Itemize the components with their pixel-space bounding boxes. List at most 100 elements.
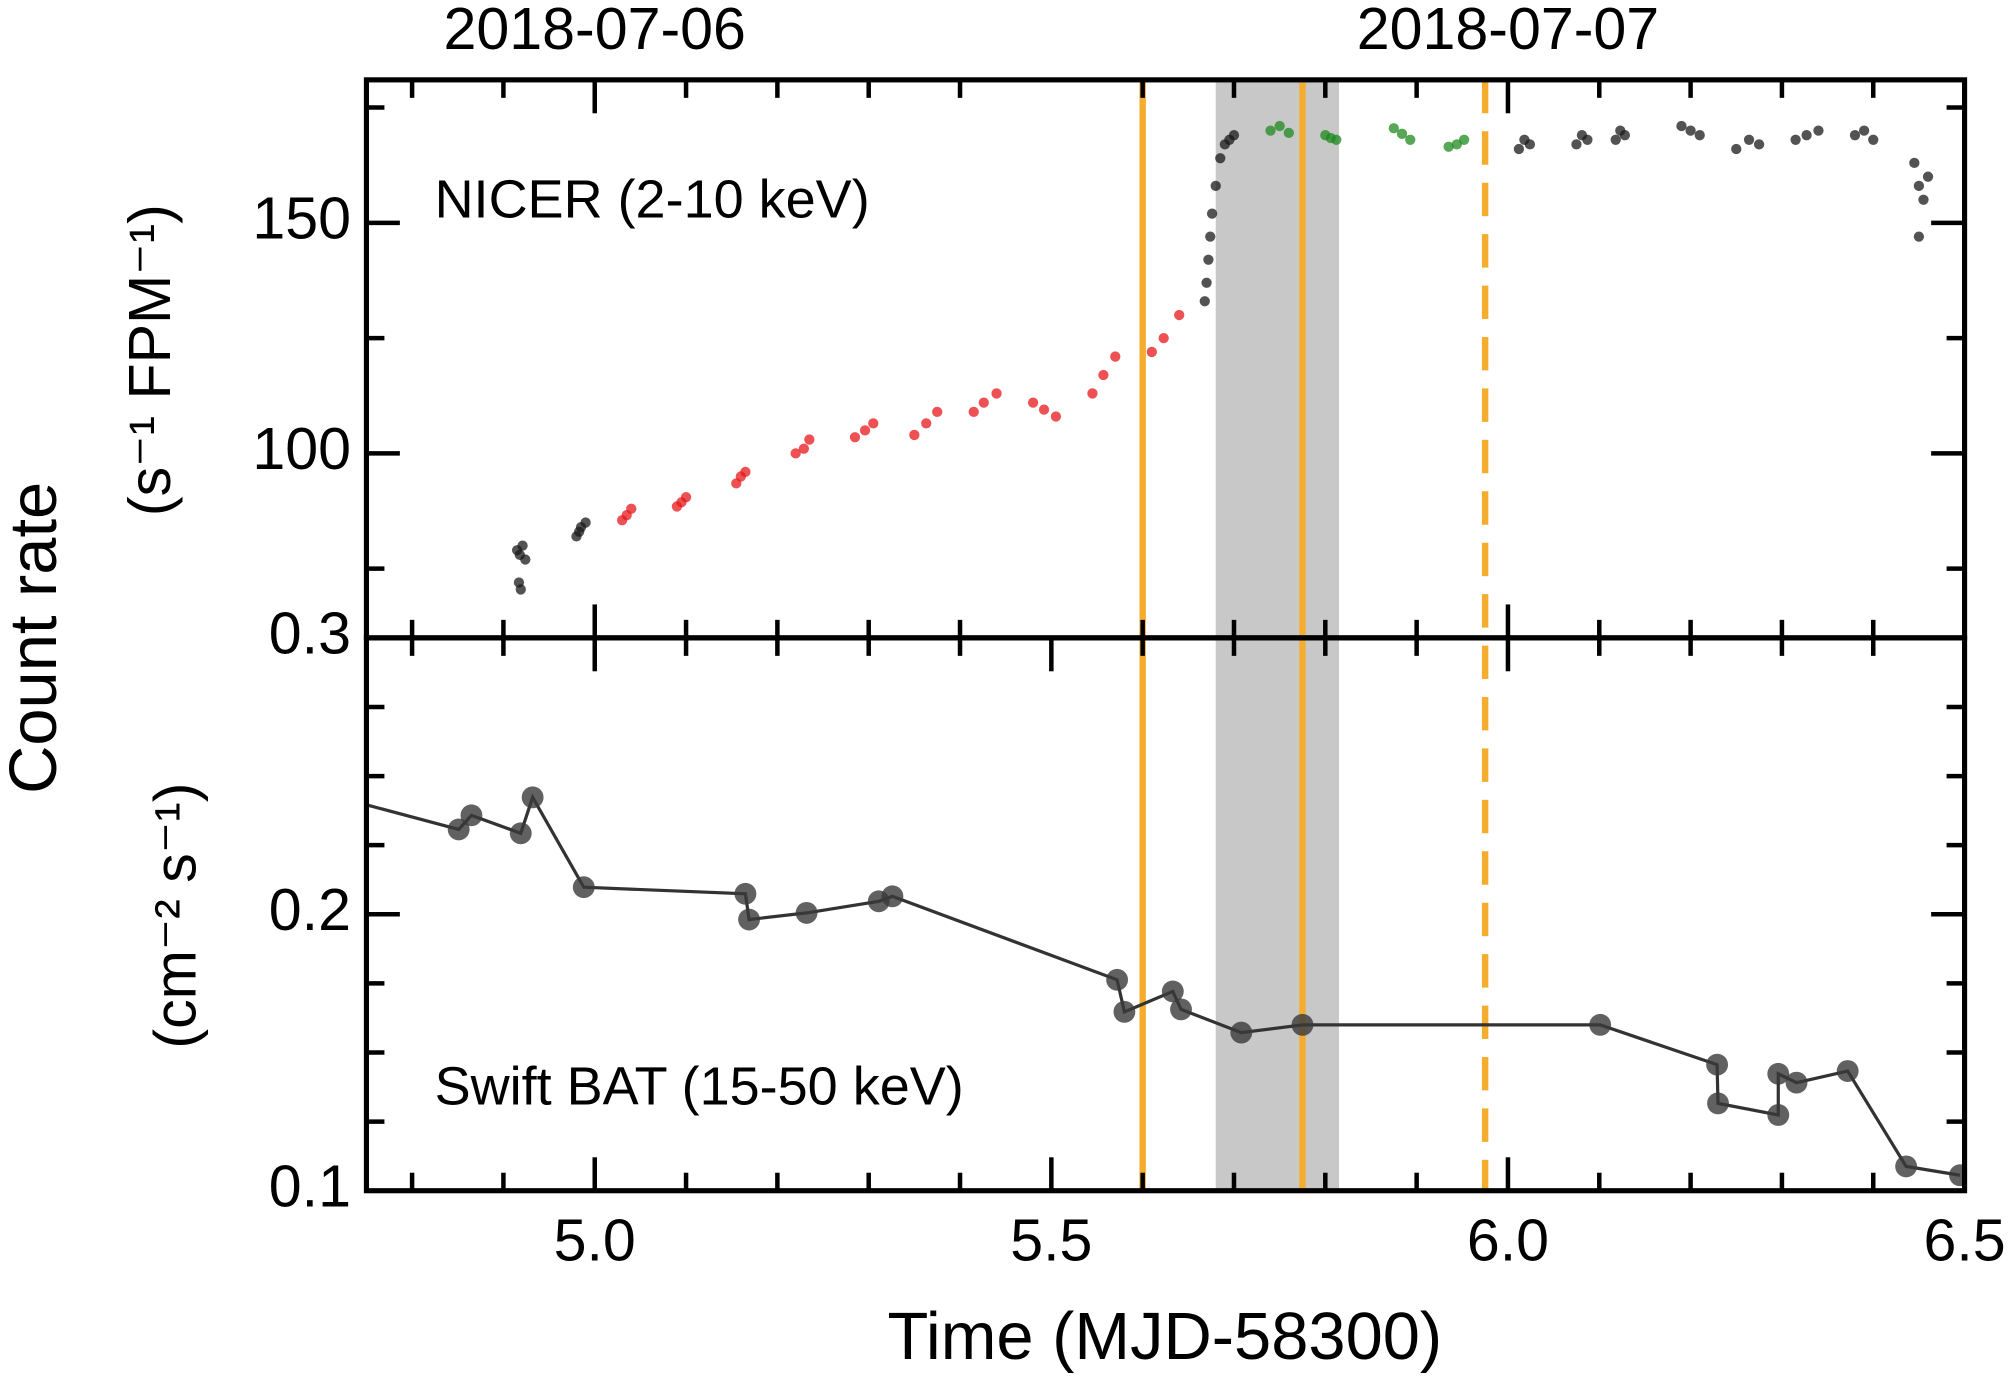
- data-point: [580, 517, 591, 528]
- data-point: [1274, 120, 1285, 132]
- data-point: [1706, 1053, 1729, 1076]
- data-point: [798, 443, 810, 454]
- data-point: [1331, 134, 1342, 145]
- data-point: [1458, 134, 1470, 145]
- data-point: [991, 388, 1002, 399]
- x-tick-label: 5.0: [554, 1206, 636, 1273]
- data-point: [1524, 139, 1536, 150]
- plot-frame: [363, 77, 1968, 641]
- annotation: Swift BAT (15-50 keV): [435, 1057, 964, 1117]
- data-point: [1201, 277, 1212, 288]
- y-tick-label: 0.3: [269, 599, 351, 666]
- data-point: [1582, 134, 1593, 145]
- data-point: [520, 554, 531, 565]
- data-point: [1170, 998, 1192, 1021]
- data-point: [1291, 1013, 1314, 1036]
- data-point: [1215, 153, 1226, 164]
- data-point: [515, 584, 526, 595]
- top-x-tick-label: 2018-07-06: [444, 0, 746, 62]
- data-point: [1685, 125, 1696, 136]
- data-point: [1785, 1071, 1808, 1094]
- annotation: NICER (2-10 keV): [435, 170, 870, 230]
- data-point: [1283, 127, 1294, 139]
- data-point: [1443, 141, 1454, 152]
- y-axis-unit: (cm⁻² s⁻¹): [142, 783, 209, 1049]
- data-point: [1087, 388, 1098, 399]
- data-point: [680, 492, 692, 503]
- y-tick-label: 100: [252, 415, 351, 482]
- plot-area: [366, 786, 1965, 1187]
- data-point: [1676, 120, 1687, 132]
- data-point: [1949, 1164, 1965, 1187]
- data-point: [978, 397, 989, 408]
- plot-area: [511, 120, 1934, 595]
- y-tick-label: 150: [252, 184, 351, 251]
- shaded-span: [1215, 79, 1340, 1191]
- data-point: [1106, 968, 1129, 991]
- data-point: [572, 876, 595, 899]
- data-point: [1619, 130, 1630, 141]
- data-point: [1790, 134, 1801, 145]
- data-point: [790, 448, 801, 459]
- data-point: [1918, 194, 1929, 205]
- data-point: [460, 804, 483, 827]
- data-point: [1098, 369, 1109, 381]
- data-point: [932, 406, 943, 418]
- data-point: [1694, 130, 1705, 141]
- data-point: [1113, 1000, 1136, 1023]
- data-point: [909, 429, 920, 441]
- plot-frame: [363, 635, 1968, 1194]
- data-point: [521, 786, 544, 809]
- data-point: [1396, 128, 1408, 139]
- data-point: [1230, 1021, 1253, 1044]
- data-point: [1849, 130, 1861, 141]
- y-tick-label: 0.1: [269, 1152, 351, 1219]
- data-point: [1767, 1104, 1790, 1126]
- data-point: [1174, 309, 1185, 321]
- data-point: [626, 503, 637, 514]
- y-tick-label: 0.2: [269, 876, 351, 943]
- data-point: [1203, 254, 1214, 265]
- data-point: [509, 822, 532, 845]
- data-point: [1868, 134, 1879, 145]
- x-tick-label: 5.5: [1010, 1206, 1092, 1273]
- data-point: [1228, 130, 1240, 141]
- data-point: [517, 540, 528, 551]
- x-axis-label: Time (MJD-58300): [888, 1299, 1443, 1374]
- data-point: [1027, 397, 1039, 408]
- data-point: [1858, 125, 1870, 136]
- y-axis-label: Count rate: [0, 482, 71, 794]
- data-point: [1513, 143, 1525, 155]
- data-point: [1743, 134, 1755, 145]
- data-point: [1050, 411, 1062, 422]
- data-point: [849, 432, 861, 443]
- data-point: [968, 406, 979, 418]
- data-point: [1158, 332, 1169, 344]
- data-point: [921, 418, 932, 429]
- data-point: [1895, 1155, 1918, 1178]
- data-point: [1707, 1092, 1729, 1115]
- data-point: [1731, 143, 1742, 155]
- data-point: [1405, 134, 1416, 145]
- data-point: [859, 425, 871, 436]
- x-tick-label: 6.0: [1467, 1206, 1549, 1273]
- data-point: [868, 418, 879, 429]
- data-point: [574, 526, 585, 537]
- data-point: [738, 908, 760, 931]
- data-point: [1146, 346, 1157, 358]
- top-x-tick-label: 2018-07-07: [1357, 0, 1659, 62]
- data-point: [1753, 139, 1765, 150]
- data-point: [1913, 231, 1925, 242]
- data-point: [795, 901, 818, 924]
- data-point: [734, 882, 757, 905]
- data-point: [1210, 180, 1221, 192]
- data-point: [804, 434, 815, 445]
- data-point: [1813, 125, 1824, 136]
- data-point: [1451, 139, 1462, 150]
- data-point: [1589, 1013, 1612, 1036]
- data-point: [1265, 125, 1276, 136]
- data-point: [1913, 180, 1925, 192]
- data-point: [1836, 1060, 1859, 1082]
